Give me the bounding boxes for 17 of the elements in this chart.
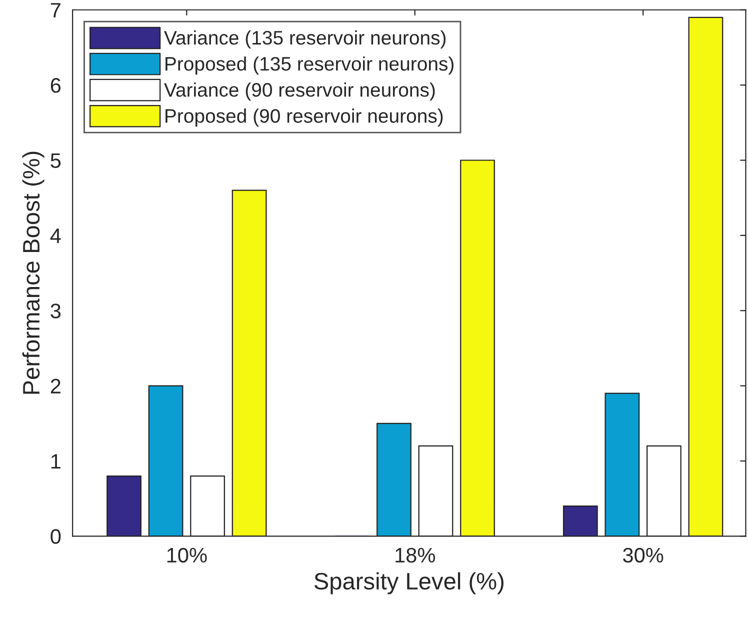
y-tick-label: 7 bbox=[50, 3, 60, 18]
legend-label: Proposed (135 reservoir neurons) bbox=[166, 56, 454, 75]
y-tick-label: 1 bbox=[51, 454, 60, 469]
y-tick-label: 6 bbox=[50, 78, 61, 93]
x-tick-label: 30% bbox=[623, 548, 664, 563]
x-tick-label: 10% bbox=[167, 548, 207, 563]
y-tick-label: 0 bbox=[50, 529, 61, 544]
y-tick-label: 5 bbox=[50, 153, 61, 168]
y-tick-label: 2 bbox=[50, 378, 60, 394]
y-axis-title: Performance Boost (%) bbox=[22, 152, 44, 394]
legend-label: Variance (90 reservoir neurons) bbox=[164, 82, 435, 101]
legend-label: Variance (135 reservoir neurons) bbox=[164, 30, 446, 49]
x-tick-label: 18% bbox=[396, 548, 435, 563]
y-tick-label: 4 bbox=[50, 228, 61, 243]
y-tick-label: 3 bbox=[50, 304, 61, 318]
legend-label: Proposed (90 reservoir neurons) bbox=[166, 108, 443, 127]
x-axis-title: Sparsity Level (%) bbox=[314, 572, 504, 594]
